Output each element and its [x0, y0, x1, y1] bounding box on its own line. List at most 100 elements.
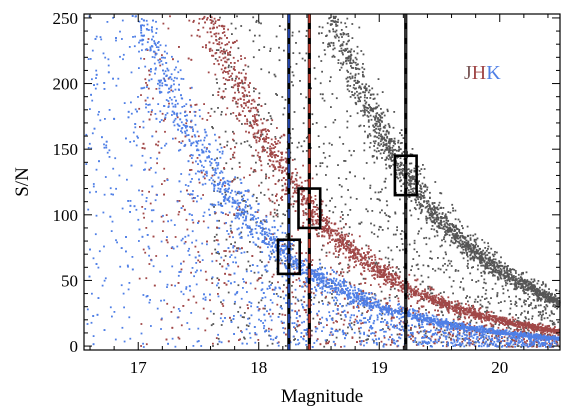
- data-point: [240, 79, 243, 82]
- data-point: [376, 106, 379, 108]
- data-point: [479, 248, 481, 250]
- data-point: [421, 182, 424, 185]
- data-point: [417, 292, 420, 295]
- data-point: [230, 319, 233, 322]
- data-point: [219, 46, 222, 49]
- data-point: [273, 73, 276, 76]
- data-point: [274, 239, 277, 241]
- data-point: [362, 53, 365, 56]
- data-point: [276, 303, 279, 306]
- data-point: [461, 243, 464, 245]
- data-point: [220, 68, 223, 71]
- data-point: [496, 319, 499, 322]
- data-point: [212, 342, 214, 345]
- data-point: [399, 165, 401, 168]
- data-point: [334, 119, 337, 121]
- data-point: [515, 272, 517, 274]
- data-point: [525, 331, 528, 334]
- data-point: [435, 218, 438, 221]
- data-point: [448, 229, 451, 231]
- data-point: [550, 331, 553, 334]
- data-point: [386, 136, 388, 139]
- data-point: [399, 142, 402, 145]
- data-point: [396, 295, 398, 297]
- data-point: [314, 228, 317, 231]
- data-point: [318, 323, 320, 325]
- data-point: [494, 258, 497, 261]
- data-point: [346, 245, 349, 248]
- data-point: [381, 209, 383, 212]
- data-point: [442, 207, 445, 209]
- data-point: [353, 80, 356, 82]
- data-point: [400, 309, 403, 311]
- data-point: [348, 149, 351, 152]
- data-point: [548, 301, 551, 304]
- data-point: [521, 283, 524, 286]
- data-point: [388, 139, 391, 142]
- data-point: [226, 71, 229, 73]
- data-point: [552, 321, 555, 324]
- data-point: [412, 187, 415, 190]
- data-point: [269, 147, 271, 150]
- data-point: [351, 91, 353, 93]
- data-point: [519, 278, 522, 281]
- data-point: [305, 136, 308, 139]
- data-point: [350, 48, 353, 51]
- data-point: [292, 281, 294, 283]
- data-point: [461, 246, 463, 249]
- data-point: [292, 74, 295, 77]
- data-point: [393, 137, 396, 140]
- data-point: [492, 270, 495, 273]
- data-point: [456, 304, 459, 307]
- data-point: [301, 57, 304, 60]
- data-point: [312, 202, 315, 205]
- data-point: [522, 271, 524, 274]
- data-point: [444, 223, 446, 226]
- data-point: [384, 124, 387, 127]
- data-point: [539, 311, 542, 313]
- data-point: [374, 334, 377, 337]
- data-point: [321, 162, 324, 164]
- data-point: [421, 208, 423, 211]
- data-point: [358, 125, 361, 128]
- data-point: [381, 121, 383, 123]
- data-point: [362, 109, 364, 112]
- data-point: [506, 272, 509, 275]
- data-point: [339, 220, 342, 223]
- data-point: [302, 214, 305, 216]
- data-point: [479, 303, 482, 306]
- data-point: [383, 136, 386, 139]
- data-point: [342, 214, 344, 216]
- data-point: [393, 287, 396, 290]
- data-point: [401, 310, 403, 313]
- data-point: [221, 42, 223, 45]
- data-point: [269, 50, 271, 52]
- data-point: [273, 208, 276, 211]
- data-point: [473, 325, 476, 327]
- data-point: [353, 150, 355, 152]
- data-point: [468, 306, 471, 309]
- data-point: [533, 279, 536, 282]
- data-point: [204, 270, 207, 273]
- data-point: [462, 339, 465, 341]
- data-point: [532, 339, 535, 342]
- data-point: [352, 248, 354, 251]
- data-point: [324, 156, 327, 159]
- data-point: [431, 216, 434, 219]
- data-point: [369, 94, 372, 96]
- data-point: [358, 85, 361, 88]
- data-point: [400, 162, 403, 165]
- data-point: [156, 162, 158, 165]
- data-point: [400, 134, 403, 137]
- data-point: [347, 51, 349, 53]
- data-point: [364, 89, 367, 92]
- data-point: [460, 302, 463, 305]
- data-point: [163, 167, 166, 170]
- data-point: [438, 201, 441, 204]
- data-point: [202, 307, 205, 310]
- data-point: [470, 248, 472, 251]
- data-point: [485, 306, 488, 309]
- data-point: [384, 256, 387, 259]
- data-point: [538, 293, 540, 296]
- data-point: [353, 249, 356, 252]
